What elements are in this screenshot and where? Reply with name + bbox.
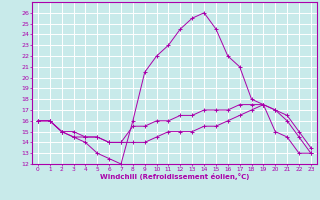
X-axis label: Windchill (Refroidissement éolien,°C): Windchill (Refroidissement éolien,°C) — [100, 173, 249, 180]
